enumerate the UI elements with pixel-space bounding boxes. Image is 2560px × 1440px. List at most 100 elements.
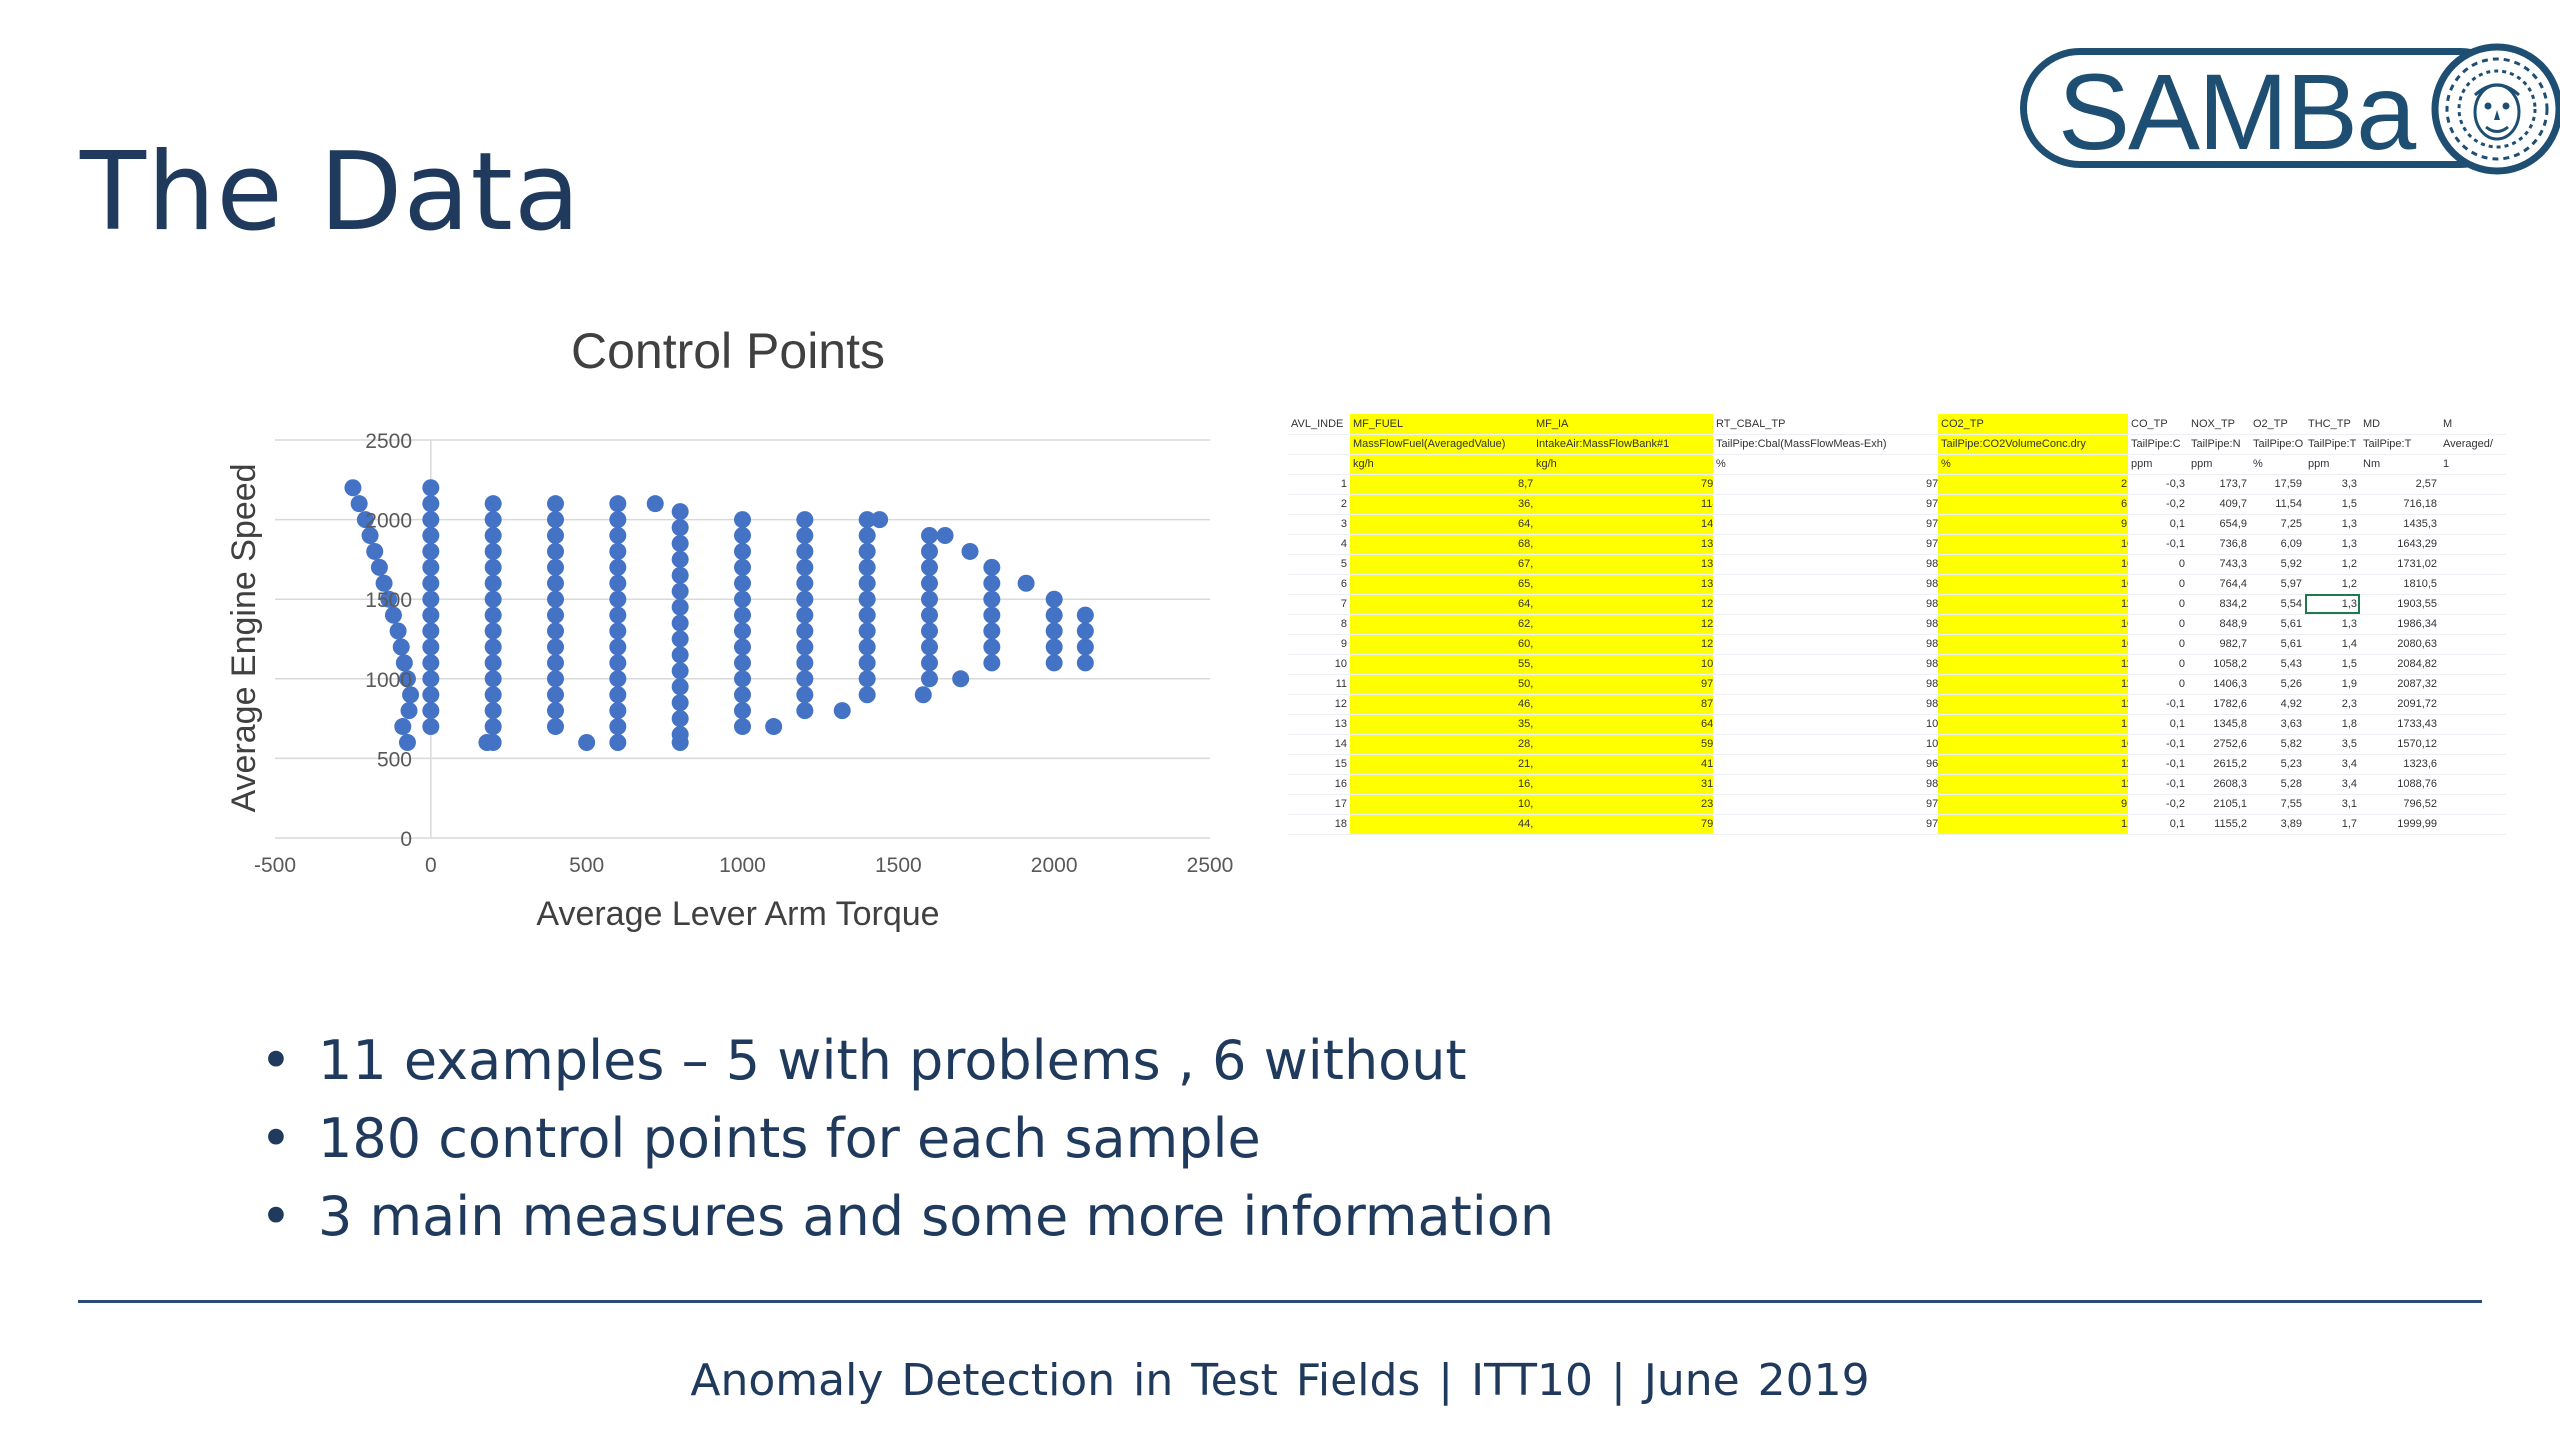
spreadsheet-cell[interactable]: 2	[1288, 494, 1350, 515]
spreadsheet-cell[interactable]: 10,96	[2118, 634, 2128, 655]
spreadsheet-cell[interactable]: 12	[1288, 694, 1350, 715]
spreadsheet-cell[interactable]: 590,52	[1698, 734, 1713, 755]
spreadsheet-cell[interactable]: 46,06	[1515, 694, 1533, 715]
spreadsheet-cell[interactable]: 0	[2128, 554, 2188, 575]
spreadsheet-cell[interactable]: 2,57	[2360, 474, 2440, 495]
spreadsheet-cell[interactable]: ppm	[2305, 454, 2360, 475]
spreadsheet-cell[interactable]: 834,2	[2188, 594, 2250, 615]
spreadsheet-cell[interactable]: 50,5	[1515, 674, 1533, 695]
spreadsheet-cell[interactable]	[1533, 774, 1698, 795]
spreadsheet-cell[interactable]: 1143,71	[1698, 494, 1713, 515]
spreadsheet-cell[interactable]: 2091,72	[2360, 694, 2440, 715]
spreadsheet-cell[interactable]: %	[1713, 454, 1923, 475]
spreadsheet-cell[interactable]	[1938, 734, 2118, 755]
spreadsheet-cell[interactable]	[1713, 694, 1923, 715]
spreadsheet-cell[interactable]	[1698, 414, 1713, 435]
spreadsheet-cell[interactable]: 10	[1288, 654, 1350, 675]
spreadsheet-cell[interactable]	[2440, 494, 2506, 515]
spreadsheet-cell[interactable]	[2118, 454, 2128, 475]
spreadsheet-cell[interactable]: 5,97	[2250, 574, 2305, 595]
spreadsheet-cell[interactable]	[1350, 794, 1515, 815]
spreadsheet-cell[interactable]: Averaged/	[2440, 434, 2506, 455]
spreadsheet-cell[interactable]: 848,9	[2188, 614, 2250, 635]
spreadsheet-cell[interactable]	[1533, 654, 1698, 675]
spreadsheet-cell[interactable]: 62,34	[1515, 614, 1533, 635]
spreadsheet-cell[interactable]	[1533, 694, 1698, 715]
spreadsheet-cell[interactable]: 1085,4	[1698, 654, 1713, 675]
spreadsheet-cell[interactable]: 1406,3	[2188, 674, 2250, 695]
spreadsheet-cell[interactable]: 98,72	[1923, 614, 1938, 635]
spreadsheet-cell[interactable]: 1,5	[2305, 494, 2360, 515]
spreadsheet-cell[interactable]: 97,57	[1923, 794, 1938, 815]
spreadsheet-cell[interactable]: 1,8	[2305, 714, 2360, 735]
spreadsheet-cell[interactable]	[2118, 414, 2128, 435]
spreadsheet-cell[interactable]: -0,2	[2128, 794, 2188, 815]
spreadsheet-cell[interactable]: 28,5	[1515, 734, 1533, 755]
spreadsheet-cell[interactable]: 2,3	[2305, 694, 2360, 715]
spreadsheet-cell[interactable]: 1203,67	[1698, 634, 1713, 655]
spreadsheet-cell[interactable]: 0,1	[2128, 514, 2188, 535]
spreadsheet-cell[interactable]	[1938, 554, 2118, 575]
spreadsheet-cell[interactable]: 5,82	[2250, 734, 2305, 755]
spreadsheet-cell[interactable]: NOX_TP	[2188, 414, 2250, 435]
spreadsheet-cell[interactable]: 17	[1288, 794, 1350, 815]
spreadsheet-cell[interactable]: 1274,37	[1698, 594, 1713, 615]
spreadsheet-cell[interactable]: -0,1	[2128, 734, 2188, 755]
spreadsheet-cell[interactable]: 3,63	[2250, 714, 2305, 735]
spreadsheet-cell[interactable]: 0,1	[2128, 714, 2188, 735]
spreadsheet-cell[interactable]: 7,55	[2250, 794, 2305, 815]
spreadsheet-cell[interactable]: 5	[1288, 554, 1350, 575]
spreadsheet-cell[interactable]	[1350, 774, 1515, 795]
spreadsheet-cell[interactable]: 3,4	[2305, 774, 2360, 795]
spreadsheet-cell[interactable]: 1435,3	[2360, 514, 2440, 535]
spreadsheet-cell[interactable]: 416,11	[1698, 754, 1713, 775]
spreadsheet-cell[interactable]	[1713, 674, 1923, 695]
spreadsheet-cell[interactable]: 1,3	[2305, 594, 2360, 615]
spreadsheet-cell[interactable]: 97,92	[1923, 534, 1938, 555]
spreadsheet-cell[interactable]: 1	[2440, 454, 2506, 475]
spreadsheet-cell[interactable]: 790,34	[1698, 814, 1713, 835]
spreadsheet-cell[interactable]: 16,04	[1515, 774, 1533, 795]
spreadsheet-cell[interactable]: 1,9	[2305, 674, 2360, 695]
spreadsheet-cell[interactable]	[1713, 614, 1923, 635]
spreadsheet-cell[interactable]: 3,89	[2250, 814, 2305, 835]
spreadsheet-cell[interactable]: 3,4	[2305, 754, 2360, 775]
spreadsheet-cell[interactable]: 1,3	[2305, 614, 2360, 635]
spreadsheet-cell[interactable]: 1643,29	[2360, 534, 2440, 555]
spreadsheet-cell[interactable]	[1923, 434, 1938, 455]
spreadsheet-cell[interactable]: 10,23	[1515, 794, 1533, 815]
spreadsheet-cell[interactable]	[1533, 494, 1698, 515]
spreadsheet-cell[interactable]	[1938, 694, 2118, 715]
spreadsheet-cell[interactable]	[2440, 754, 2506, 775]
spreadsheet-cell[interactable]	[2440, 614, 2506, 635]
spreadsheet-cell[interactable]: O2_TP	[2250, 414, 2305, 435]
spreadsheet-cell[interactable]	[1350, 494, 1515, 515]
spreadsheet-cell[interactable]	[2440, 634, 2506, 655]
spreadsheet-cell[interactable]: 409,7	[2188, 494, 2250, 515]
spreadsheet-cell[interactable]: 2608,3	[2188, 774, 2250, 795]
spreadsheet-cell[interactable]: MD	[2360, 414, 2440, 435]
spreadsheet-cell[interactable]: 9,53	[2118, 794, 2128, 815]
spreadsheet-cell[interactable]	[1533, 634, 1698, 655]
spreadsheet-cell[interactable]	[2440, 654, 2506, 675]
spreadsheet-cell[interactable]	[1938, 634, 2118, 655]
spreadsheet-cell[interactable]	[1288, 454, 1350, 475]
spreadsheet-cell[interactable]	[1938, 814, 2118, 835]
spreadsheet-cell[interactable]	[1713, 794, 1923, 815]
spreadsheet-cell[interactable]: TailPipe:C	[2128, 434, 2188, 455]
spreadsheet-cell[interactable]	[1533, 674, 1698, 695]
spreadsheet-cell[interactable]: 98,29	[1923, 574, 1938, 595]
spreadsheet-cell[interactable]: 1345,8	[2188, 714, 2250, 735]
spreadsheet-cell[interactable]: 0	[2128, 574, 2188, 595]
spreadsheet-cell[interactable]: 2615,2	[2188, 754, 2250, 775]
spreadsheet-cell[interactable]: 11,45	[2118, 694, 2128, 715]
spreadsheet-cell[interactable]	[1533, 554, 1698, 575]
spreadsheet-cell[interactable]	[1938, 794, 2118, 815]
spreadsheet-cell[interactable]	[2440, 714, 2506, 735]
spreadsheet-cell[interactable]: 97,11	[1923, 474, 1938, 495]
spreadsheet-cell[interactable]: 173,7	[2188, 474, 2250, 495]
spreadsheet-cell[interactable]: 1406,79	[1698, 514, 1713, 535]
spreadsheet-cell[interactable]	[1533, 514, 1698, 535]
spreadsheet-cell[interactable]: 2084,82	[2360, 654, 2440, 675]
spreadsheet-cell[interactable]: 876,06	[1698, 694, 1713, 715]
